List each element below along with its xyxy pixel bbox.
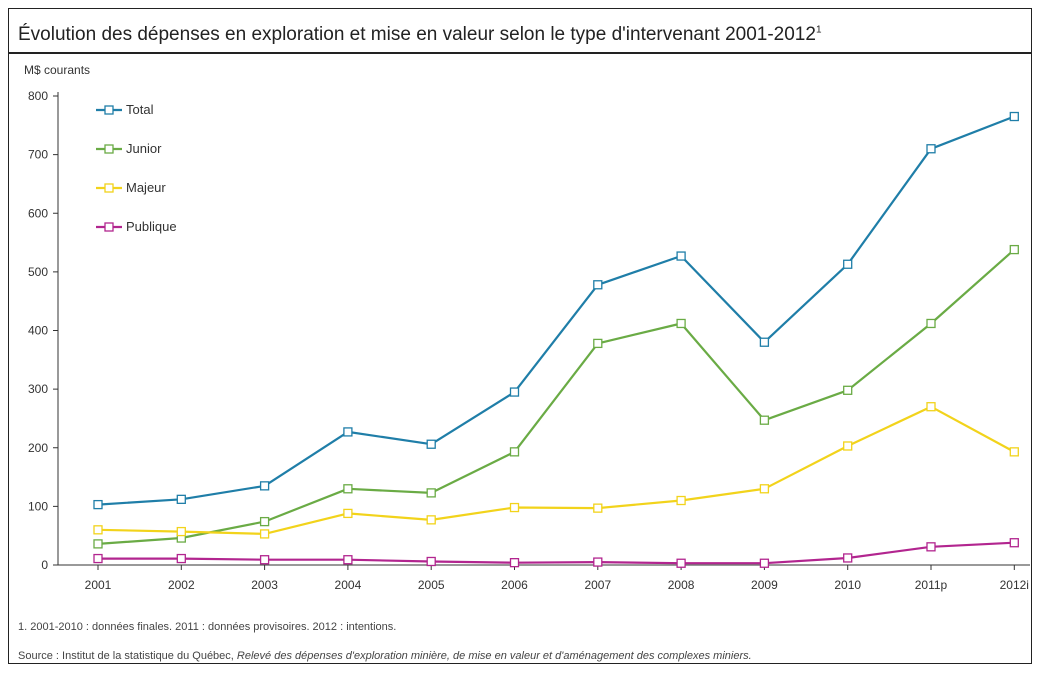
x-tick-label: 2008 xyxy=(668,578,695,592)
data-point-publique xyxy=(509,558,520,568)
data-point-majeur xyxy=(843,441,853,451)
data-point-majeur xyxy=(676,495,686,506)
y-tick-label: 300 xyxy=(28,382,48,396)
x-tick-label: 2012i xyxy=(1000,578,1029,592)
x-tick-label: 2011p xyxy=(915,578,948,592)
data-point-junior xyxy=(593,338,603,349)
x-tick-label: 2002 xyxy=(168,578,195,592)
data-point-publique xyxy=(759,558,770,568)
data-point-publique xyxy=(259,555,270,565)
x-tick-label: 2001 xyxy=(85,578,112,592)
y-tick-label: 800 xyxy=(28,89,48,103)
data-point-junior xyxy=(426,488,436,498)
x-tick-label: 2003 xyxy=(251,578,278,592)
y-tick-label: 200 xyxy=(28,441,48,455)
data-point-total xyxy=(593,280,603,290)
data-point-publique xyxy=(426,556,436,567)
data-point-total xyxy=(93,499,103,510)
title-rule xyxy=(9,52,1031,54)
figure-frame xyxy=(8,8,1032,664)
legend-marker-total xyxy=(104,105,114,115)
data-point-majeur xyxy=(259,529,270,539)
data-point-total xyxy=(426,439,436,449)
data-point-majeur xyxy=(93,525,103,535)
x-tick-label: 2007 xyxy=(584,578,611,592)
data-point-publique xyxy=(926,542,936,552)
data-point-majeur xyxy=(343,508,353,519)
data-point-total xyxy=(676,251,686,261)
y-tick-label: 600 xyxy=(28,206,48,220)
data-point-publique xyxy=(176,553,186,564)
series-line-publique xyxy=(98,541,1015,565)
source-title: Relevé des dépenses d'exploration minièr… xyxy=(236,650,752,662)
data-point-majeur xyxy=(759,484,770,494)
data-point-total xyxy=(509,387,520,397)
data-point-publique xyxy=(593,557,603,567)
legend-label-majeur: Majeur xyxy=(126,180,166,195)
title-footnote-marker: 1 xyxy=(815,24,822,36)
source-line: Source : Institut de la statistique du Q… xyxy=(18,650,752,662)
data-point-majeur xyxy=(926,402,936,412)
y-tick-label: 0 xyxy=(41,558,48,572)
y-tick-label: 100 xyxy=(28,499,48,513)
x-tick-label: 2010 xyxy=(834,578,861,592)
data-point-total xyxy=(759,337,770,347)
data-point-total xyxy=(1009,111,1019,122)
data-point-publique xyxy=(843,553,853,563)
x-tick-label: 2005 xyxy=(418,578,445,592)
legend-marker-publique xyxy=(104,222,114,232)
footnote: 1. 2001-2010 : données finales. 2011 : d… xyxy=(18,621,397,633)
legend-label-junior: Junior xyxy=(126,141,162,156)
data-point-junior xyxy=(509,447,520,457)
data-point-junior xyxy=(676,318,686,329)
chart-title: Évolution des dépenses en exploration et… xyxy=(18,24,822,46)
data-point-junior xyxy=(343,484,353,494)
data-point-total xyxy=(926,144,936,154)
legend-label-total: Total xyxy=(126,102,154,117)
data-point-majeur xyxy=(426,515,436,525)
data-point-junior xyxy=(843,385,853,395)
line-chart: 0 100 200 300 400 500 600 700 800 2001 2002 2003 200… xyxy=(28,89,1030,592)
data-point-publique xyxy=(1009,538,1019,548)
legend-label-publique: Publique xyxy=(126,219,177,234)
y-axis-label: M$ courants xyxy=(24,63,91,77)
series-line-majeur xyxy=(97,405,1015,536)
data-point-total xyxy=(176,494,186,504)
y-tick-label: 400 xyxy=(28,324,48,338)
data-point-majeur xyxy=(593,503,603,513)
x-tick-label: 2009 xyxy=(751,578,778,592)
data-point-majeur xyxy=(1009,447,1019,457)
data-point-junior xyxy=(926,318,936,329)
data-point-total xyxy=(259,481,270,491)
legend-marker-junior xyxy=(104,144,114,154)
x-tick-label: 2006 xyxy=(501,578,528,592)
series-line-junior xyxy=(97,248,1016,545)
source-label: Source : Institut de la statistique du Q… xyxy=(18,650,234,662)
y-tick-label: 500 xyxy=(28,265,48,279)
data-point-junior xyxy=(759,415,770,425)
data-point-majeur xyxy=(176,526,186,537)
legend-marker-majeur xyxy=(104,183,114,193)
chart-title-text: Évolution des dépenses en exploration et… xyxy=(18,24,816,45)
data-point-junior xyxy=(1009,244,1019,255)
data-point-junior xyxy=(259,516,270,527)
y-tick-label: 700 xyxy=(28,148,48,162)
data-point-publique xyxy=(343,555,353,565)
series-line-total xyxy=(97,115,1015,506)
data-point-publique xyxy=(93,553,103,564)
data-point-total xyxy=(843,259,853,269)
data-point-junior xyxy=(93,539,103,549)
data-point-majeur xyxy=(509,502,520,513)
data-point-total xyxy=(343,427,353,437)
data-point-publique xyxy=(676,558,686,568)
x-tick-label: 2004 xyxy=(335,578,362,592)
